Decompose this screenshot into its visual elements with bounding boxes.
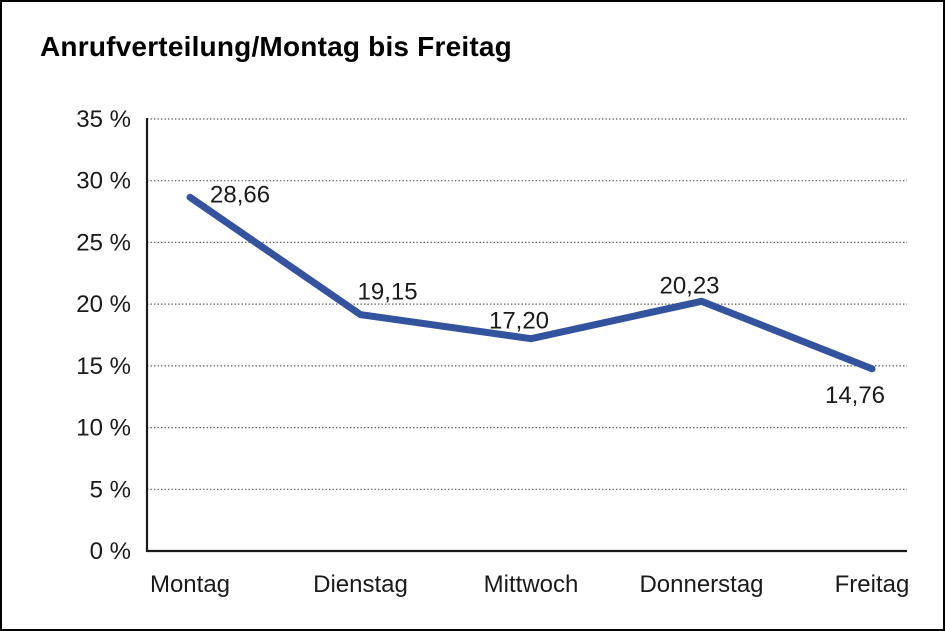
y-tick-label: 25 % [76, 229, 131, 256]
data-line-series [186, 193, 876, 373]
y-tick-label: 0 % [90, 538, 131, 565]
x-category-label: Donnerstag [639, 571, 763, 598]
y-tick-label: 30 % [76, 168, 131, 195]
data-point-label: 20,23 [659, 272, 719, 299]
x-category-label: Montag [150, 571, 230, 598]
data-point-label: 19,15 [358, 279, 418, 306]
y-tick-label: 5 % [90, 476, 131, 503]
y-tick-label: 20 % [76, 291, 131, 318]
x-category-label: Dienstag [313, 571, 408, 598]
data-point-label: 28,66 [210, 181, 270, 208]
y-tick-label: 10 % [76, 415, 131, 442]
data-point-label: 17,20 [489, 308, 549, 335]
y-tick-label: 15 % [76, 353, 131, 380]
x-category-label: Freitag [835, 571, 910, 598]
x-category-label: Mittwoch [484, 571, 579, 598]
data-point-label: 14,76 [825, 382, 885, 409]
chart-title: Anrufverteilung/Montag bis Freitag [40, 31, 512, 62]
y-tick-label: 35 % [76, 106, 131, 133]
